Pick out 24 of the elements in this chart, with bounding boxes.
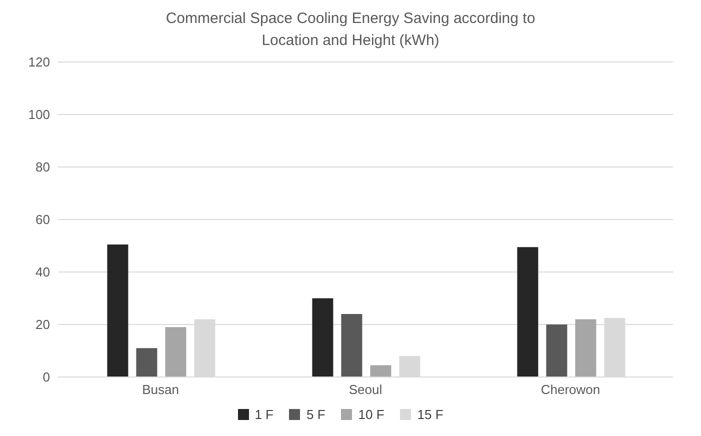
bar [312, 298, 334, 377]
y-tick-label: 80 [36, 160, 50, 175]
bar [370, 365, 392, 377]
y-tick-label: 0 [42, 370, 50, 385]
y-tick-label: 60 [36, 212, 50, 228]
y-tick-label: 120 [28, 54, 50, 70]
bar [165, 327, 186, 377]
bar [341, 314, 362, 377]
x-tick-label: Seoul [348, 382, 382, 398]
legend-label: 1 F [254, 407, 274, 422]
bar [546, 324, 568, 377]
legend-label: 5 F [306, 407, 326, 422]
bar [107, 244, 128, 377]
x-tick-label: Busan [142, 382, 179, 398]
legend-label: 15 F [417, 407, 444, 422]
y-tick-label: 20 [36, 317, 50, 332]
bar [575, 319, 596, 377]
y-tick-label: 100 [28, 107, 50, 122]
chart-title: Commercial Space Cooling Energy Saving according to Location and Height (kWh) [166, 9, 536, 51]
x-tick-label: Cherowon [540, 382, 600, 398]
legend-label: 10 F [358, 407, 384, 422]
bar [517, 247, 538, 377]
y-tick-label: 40 [36, 264, 50, 280]
bar [136, 348, 158, 377]
